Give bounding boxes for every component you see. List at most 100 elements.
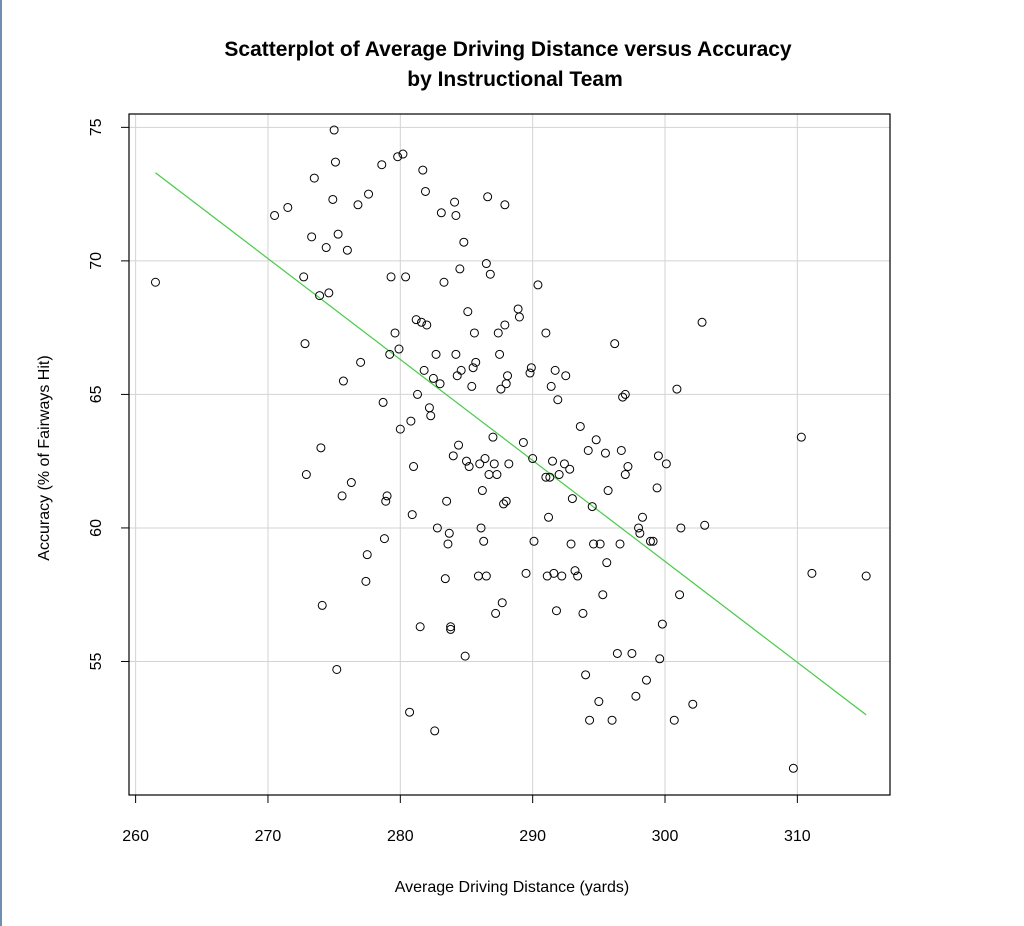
data-point <box>448 451 458 461</box>
data-point <box>379 534 389 544</box>
data-point <box>497 598 507 608</box>
data-point <box>463 307 473 317</box>
data-point <box>378 397 388 407</box>
chart-title: Scatterplot of Average Driving Distance … <box>224 38 792 61</box>
data-point <box>382 491 392 501</box>
data-point <box>652 483 662 493</box>
x-tick-label: 310 <box>784 828 811 845</box>
data-point <box>315 291 325 301</box>
data-point <box>398 149 408 159</box>
data-point <box>645 536 655 546</box>
data-point <box>496 384 506 394</box>
data-point <box>541 328 551 338</box>
data-point <box>415 622 425 632</box>
data-point <box>657 619 667 629</box>
data-point <box>406 416 416 426</box>
data-point <box>503 371 513 381</box>
data-point <box>585 715 595 725</box>
data-point <box>514 312 524 322</box>
data-point <box>301 470 311 480</box>
data-point <box>337 491 347 501</box>
data-points <box>150 125 871 773</box>
data-point <box>364 189 374 199</box>
data-point <box>431 349 441 359</box>
data-point <box>484 470 494 480</box>
data-point <box>661 459 671 469</box>
data-point <box>500 320 510 330</box>
data-point <box>500 200 510 210</box>
data-point <box>493 328 503 338</box>
data-point <box>467 381 477 391</box>
data-point <box>610 339 620 349</box>
data-point <box>623 462 633 472</box>
data-point <box>418 165 428 175</box>
x-tick-label: 260 <box>122 828 149 845</box>
data-point <box>504 459 514 469</box>
data-point <box>655 654 665 664</box>
data-point <box>480 454 490 464</box>
data-point <box>424 403 434 413</box>
data-point <box>600 448 610 458</box>
data-point <box>444 528 454 538</box>
y-axis-label: Accuracy (% of Fairways Hit) <box>36 355 53 560</box>
data-point <box>526 363 536 373</box>
data-point <box>545 472 555 482</box>
data-point <box>548 456 558 466</box>
data-point <box>442 496 452 506</box>
data-point <box>409 462 419 472</box>
data-point <box>587 502 597 512</box>
data-point <box>401 272 411 282</box>
data-point <box>788 763 798 773</box>
x-tick-label: 280 <box>387 828 414 845</box>
data-point <box>477 486 487 496</box>
data-point <box>567 494 577 504</box>
data-point <box>451 349 461 359</box>
data-point <box>544 512 554 522</box>
data-point <box>570 566 580 576</box>
data-point <box>471 357 481 367</box>
data-point <box>328 194 338 204</box>
data-point <box>565 464 575 474</box>
data-point <box>554 470 564 480</box>
data-point <box>553 395 563 405</box>
data-point <box>469 328 479 338</box>
data-point <box>390 328 400 338</box>
data-point <box>309 173 319 183</box>
data-point <box>525 368 535 378</box>
data-point <box>411 315 421 325</box>
data-point <box>419 365 429 375</box>
data-point <box>566 539 576 549</box>
x-tick-label: 300 <box>652 828 679 845</box>
y-tick-label: 70 <box>88 252 105 270</box>
data-point <box>395 424 405 434</box>
data-point <box>492 470 502 480</box>
data-point <box>338 376 348 386</box>
data-point <box>557 571 567 581</box>
data-point <box>575 421 585 431</box>
data-point <box>439 277 449 287</box>
y-tick-label: 60 <box>88 519 105 537</box>
data-point <box>405 707 415 717</box>
data-point <box>446 622 456 632</box>
y-tick-label: 55 <box>88 652 105 670</box>
data-point <box>316 443 326 453</box>
data-point <box>533 280 543 290</box>
data-point <box>321 243 331 253</box>
data-point <box>440 574 450 584</box>
data-point <box>688 699 698 709</box>
data-point <box>627 648 637 658</box>
data-point <box>635 528 645 538</box>
data-point <box>450 197 460 207</box>
data-point <box>479 536 489 546</box>
data-point <box>672 384 682 394</box>
data-point <box>456 365 466 375</box>
data-point <box>618 392 628 402</box>
x-tick-label: 270 <box>255 828 282 845</box>
data-point <box>362 550 372 560</box>
data-point <box>648 536 658 546</box>
data-point <box>473 571 483 581</box>
data-point <box>386 272 396 282</box>
data-point <box>361 576 371 586</box>
data-point <box>653 451 663 461</box>
